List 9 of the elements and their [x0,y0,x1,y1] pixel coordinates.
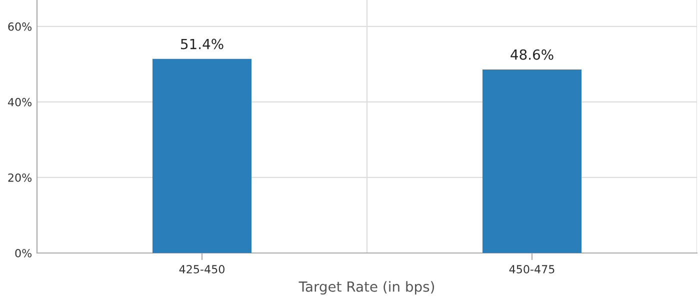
data-label: 48.6% [510,49,554,60]
y-tick-label: 0% [15,248,32,258]
y-tick-label: 60% [8,22,32,31]
x-tick-label: 450-475 [509,265,554,274]
x-tick-label: 425-450 [179,265,224,274]
x-axis-title: Target Rate (in bps) [298,281,434,295]
data-label: 51.4% [181,38,224,50]
y-tick-label: 40% [8,98,32,106]
y-tick-label: 20% [8,173,32,182]
